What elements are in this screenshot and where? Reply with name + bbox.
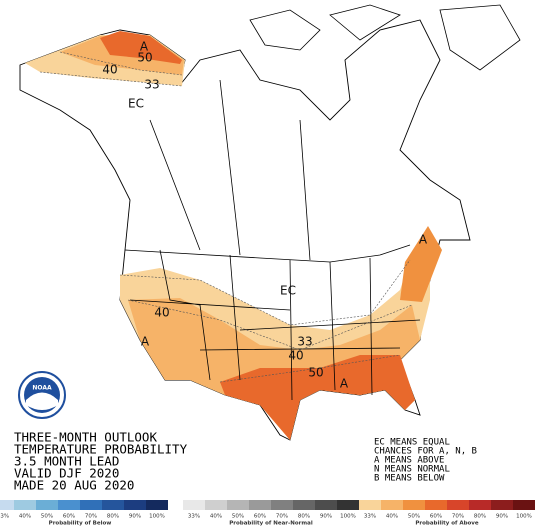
borders [124,79,421,401]
legend-line: B MEANS BELOW [374,474,445,484]
color-swatch [183,500,205,510]
color-swatch [359,500,381,510]
colorbar-tick: 70% [85,514,97,520]
legend-line: N MEANS NORMAL [374,465,450,475]
northeast-40 [400,226,442,302]
color-swatch [337,500,359,510]
color-swatch [513,500,535,510]
map-label: 33 [297,335,312,349]
map-label: 33 [144,78,159,92]
color-swatch [14,500,36,510]
color-swatch [293,500,315,510]
colorbar-tick: 100% [340,514,356,520]
title-line: TEMPERATURE PROBABILITY [14,442,188,457]
colorbar-tick: 100% [516,514,532,520]
colorbar-title: Probability of Below [49,521,112,527]
map-label: 50 [308,366,323,380]
map-label: EC [128,97,144,111]
colorbar-tick: 40% [210,514,222,520]
colorbar-title: Probability of Above [415,521,479,527]
color-swatch [102,500,124,510]
colorbar-tick: 60% [430,514,442,520]
colorbar-tick: 60% [254,514,266,520]
colorbar-title: Probability of Near-Normal [229,521,313,527]
color-swatch [36,500,58,510]
logo-text: NOAA [32,385,52,392]
title-line: 3.5 MONTH LEAD [14,454,119,469]
color-swatch [315,500,337,510]
colorbar-tick: 50% [232,514,244,520]
color-swatch [0,500,14,510]
colorbar-tick: 100% [149,514,165,520]
color-swatch [491,500,513,510]
colorbar-tick: 33% [364,514,376,520]
contours [39,51,413,383]
map-label: A [140,40,149,54]
map-label: 40 [154,306,169,320]
color-swatch [80,500,102,510]
logo-gull [26,392,58,410]
colorbar-tick: 90% [320,514,332,520]
arctic-islands [249,4,521,71]
map-label: 40 [288,349,303,363]
map-label: A [141,335,150,349]
color-swatch [124,500,146,510]
color-swatch [469,500,491,510]
colorbar-tick: 80% [474,514,486,520]
colorbar-tick: 90% [129,514,141,520]
title-line: THREE-MONTH OUTLOOK [14,430,157,445]
legend-line: EC MEANS EQUAL [374,438,450,448]
colorbar-tick: 50% [41,514,53,520]
color-swatch [58,500,80,510]
colorbar-tick: 40% [19,514,31,520]
colorbar-tick: 50% [408,514,420,520]
alaska-50 [100,31,182,64]
legend-line: A MEANS ABOVE [374,456,444,466]
color-swatch [227,500,249,510]
color-swatch [447,500,469,510]
title-line: VALID DJF 2020 [14,466,119,481]
colorbar-tick: 80% [107,514,119,520]
colorbar-tick: 90% [496,514,508,520]
map-label: EC [280,284,296,298]
color-swatch [425,500,447,510]
colorbar-tick: 70% [452,514,464,520]
map-label: 40 [102,63,117,77]
colorbar-tick: 70% [276,514,288,520]
colorbar-tick: 40% [386,514,398,520]
colorbar-tick: 33% [0,514,9,520]
colorbar-tick: 80% [298,514,310,520]
color-swatch [403,500,425,510]
us-50 [220,355,415,440]
color-swatch [146,500,168,510]
color-swatch [381,500,403,510]
map-label: 50 [137,51,152,65]
legend-line: CHANCES FOR A, N, B [374,447,477,457]
map-label: A [340,377,349,391]
color-swatch [249,500,271,510]
map-label: A [419,233,428,247]
color-swatch [271,500,293,510]
color-swatch [205,500,227,510]
colorbar-tick: 33% [188,514,200,520]
title-line: MADE 20 AUG 2020 [14,478,134,493]
colorbar-tick: 60% [63,514,75,520]
